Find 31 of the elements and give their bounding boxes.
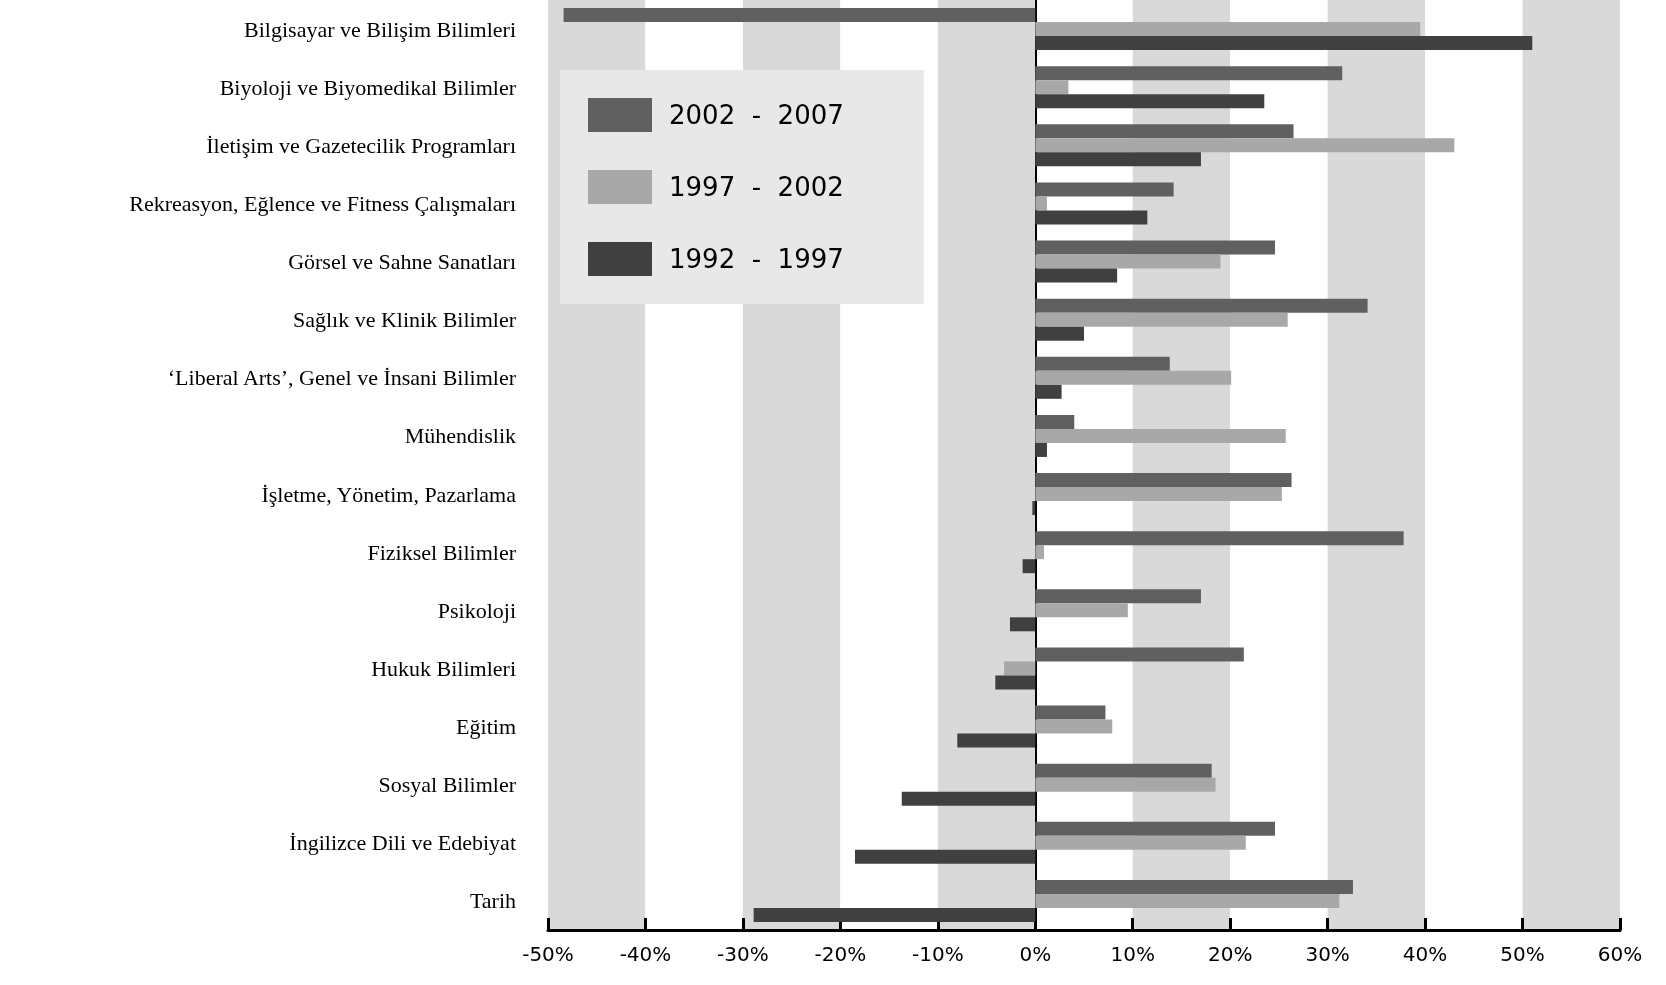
x-tick-label: -50% (522, 942, 574, 966)
y-tick-label: Eğitim (456, 714, 516, 740)
y-tick-label: Sosyal Bilimler (378, 772, 517, 798)
x-tick-label: -40% (619, 942, 672, 966)
y-tick-label: Bilgisayar ve Bilişim Bilimleri (244, 16, 516, 42)
y-tick-label: Tarih (469, 888, 516, 914)
legend-label: 1992 - 1997 (669, 244, 844, 274)
x-tick-label: -30% (717, 942, 769, 966)
x-tick-label: -20% (814, 942, 867, 966)
x-tick-label: 60% (1597, 942, 1643, 966)
y-tick-label: İletişim ve Gazetecilik Programları (206, 132, 516, 158)
x-tick-label: 20% (1207, 942, 1253, 966)
y-tick-label: Hukuk Bilimleri (371, 655, 516, 681)
x-tick-label: 30% (1305, 942, 1350, 966)
y-tick-label: İşletme, Yönetim, Pazarlama (261, 481, 517, 507)
x-tick-label: -10% (911, 942, 964, 966)
y-tick-label: Biyoloji ve Biyomedikal Bilimler (219, 74, 517, 100)
y-tick-label: Görsel ve Sahne Sanatları (288, 249, 516, 275)
legend-label: 1997 - 2002 (669, 172, 844, 202)
x-tick-label: 40% (1402, 942, 1448, 966)
y-tick-label: Psikoloji (437, 597, 516, 623)
y-tick-label: İngilizce Dili ve Edebiyat (289, 830, 516, 856)
legend-label: 2002 - 2007 (669, 100, 844, 130)
x-tick-label: 10% (1110, 942, 1155, 966)
x-tick-label: 0% (1019, 942, 1052, 966)
y-tick-label: Mühendislik (404, 423, 516, 449)
y-tick-label: Fiziksel Bilimler (367, 539, 517, 565)
y-tick-label: Sağlık ve Klinik Bilimler (292, 307, 517, 333)
y-tick-label: ‘Liberal Arts’, Genel ve İnsani Bilimler (167, 365, 517, 391)
x-tick-label: 50% (1500, 942, 1545, 966)
y-tick-label: Rekreasyon, Eğlence ve Fitness Çalışmaları (129, 190, 516, 216)
